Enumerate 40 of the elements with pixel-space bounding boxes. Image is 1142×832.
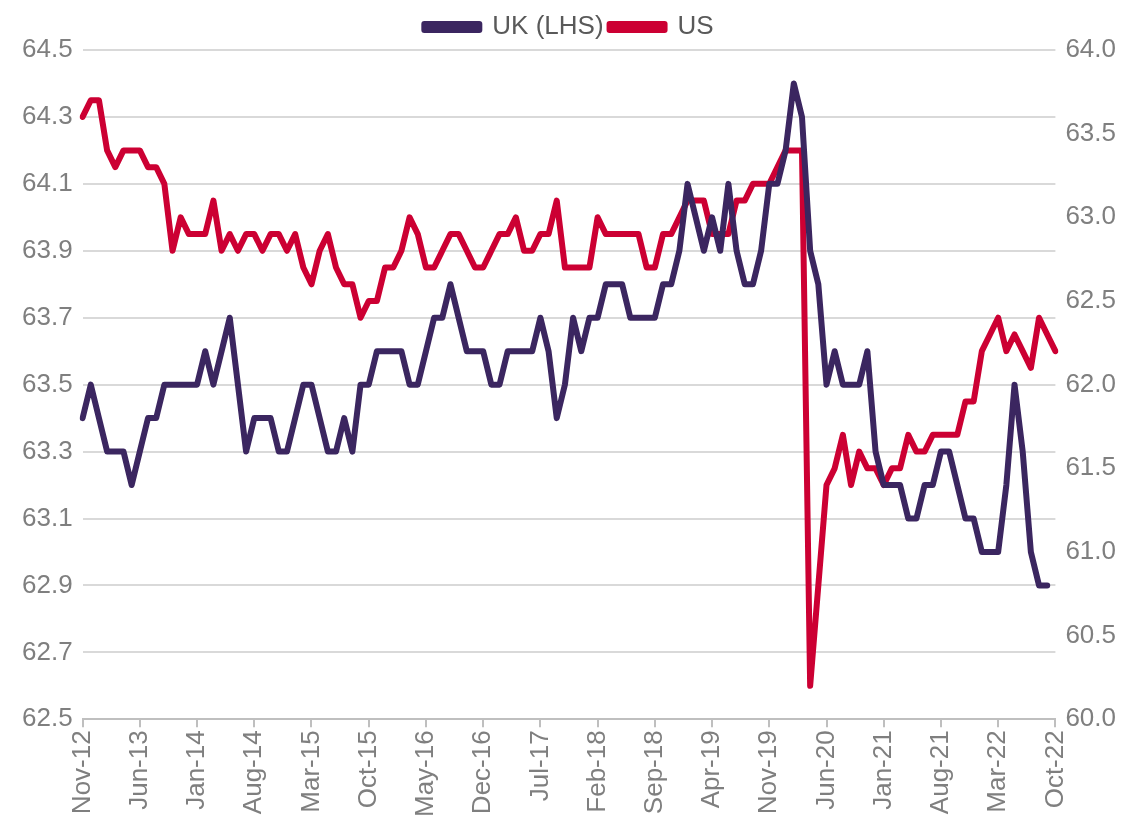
y2-tick-label: 62.5 (1065, 284, 1117, 315)
legend-label: UK (LHS) (492, 10, 604, 41)
x-tick-label: Aug-21 (924, 730, 955, 815)
y-tick-label: 62.7 (21, 635, 73, 666)
y-tick-label: 64.3 (21, 100, 73, 131)
y2-tick-label: 61.5 (1065, 451, 1117, 482)
x-tick-label: Jun-20 (809, 730, 840, 810)
x-tick-label: Jun-13 (123, 730, 153, 810)
y-tick-label: 63.7 (21, 300, 73, 331)
y-tick-label: 63.9 (21, 233, 73, 264)
x-tick-label: Jul-17 (523, 730, 554, 802)
x-tick-label: Apr-19 (695, 730, 726, 809)
legend-label: US (677, 10, 714, 41)
y2-tick-label: 64.0 (1065, 33, 1117, 64)
x-tick-label: Nov-12 (65, 730, 96, 815)
x-tick-label: May-16 (409, 730, 440, 818)
x-tick-label: Oct-22 (1038, 730, 1069, 809)
y-tick-label: 62.9 (21, 568, 73, 599)
y-tick-label: 64.1 (21, 167, 73, 198)
x-tick-label: Mar-15 (294, 730, 325, 813)
y-tick-label: 63.3 (21, 434, 73, 465)
x-tick-label: Dec-16 (466, 730, 497, 815)
y-tick-label: 64.5 (21, 33, 73, 64)
x-tick-label: Jan-21 (866, 730, 897, 810)
y2-tick-label: 60.0 (1065, 702, 1117, 733)
y2-tick-label: 61.0 (1065, 535, 1117, 566)
y-tick-label: 62.5 (21, 702, 73, 733)
y2-tick-label: 63.5 (1065, 116, 1117, 147)
x-tick-label: Feb-18 (580, 730, 611, 813)
x-tick-label: Aug-14 (237, 730, 268, 815)
x-tick-label: Oct-15 (351, 730, 382, 809)
y2-tick-label: 62.0 (1065, 367, 1117, 398)
y2-tick-label: 63.0 (1065, 200, 1117, 231)
x-tick-label: Sep-18 (638, 730, 669, 815)
x-tick-label: Mar-22 (981, 730, 1012, 813)
y-tick-label: 63.5 (21, 367, 73, 398)
y2-tick-label: 60.5 (1065, 618, 1117, 649)
x-tick-label: Nov-19 (752, 730, 783, 815)
x-tick-label: Jan-14 (180, 730, 211, 810)
y-tick-label: 63.1 (21, 501, 73, 532)
